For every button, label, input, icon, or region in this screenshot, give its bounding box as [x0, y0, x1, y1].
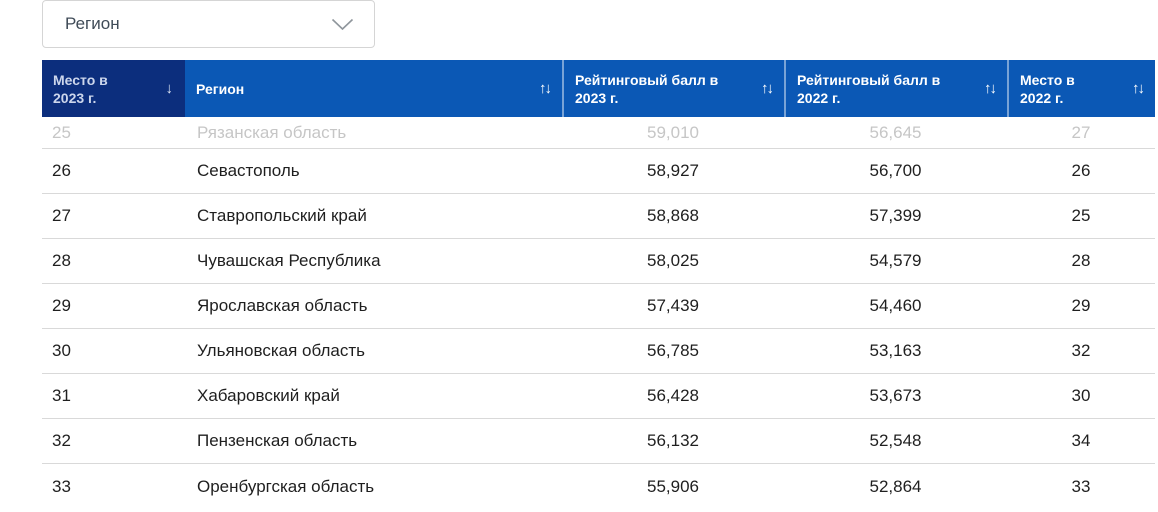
column-header-0[interactable]: Место в 2023 г. ↓ — [42, 60, 185, 117]
cell-place-2022: 25 — [1071, 206, 1091, 225]
cell-region: Хабаровский край — [197, 386, 340, 405]
cell-score-2022: 56,700 — [869, 161, 922, 180]
arrow-up-down-icon: ↑↓ — [984, 79, 997, 97]
table-row: 28 Чувашская Республика 58,025 54,579 28 — [42, 239, 1155, 284]
cell-place-2022: 27 — [1071, 122, 1091, 142]
column-header-label: Место в 2023 г. — [53, 71, 108, 106]
cell-region: Оренбургская область — [197, 476, 375, 496]
chevron-down-icon — [331, 18, 354, 31]
table-row: 32 Пензенская область 56,132 52,548 34 — [42, 419, 1155, 464]
column-header-1[interactable]: Регион ↑↓ — [185, 60, 562, 117]
cell-score-2023: 59,010 — [647, 122, 699, 142]
cell-score-2023: 56,132 — [647, 431, 699, 450]
cell-place-2022: 28 — [1071, 251, 1091, 270]
table-row: 25 Рязанская область 59,010 56,645 27 — [42, 117, 1155, 149]
arrow-up-down-icon: ↑↓ — [539, 79, 552, 97]
table-row: 26 Севастополь 58,927 56,700 26 — [42, 149, 1155, 194]
column-header-label: Рейтинговый балл в 2023 г. — [575, 71, 719, 106]
cell-score-2023: 55,906 — [647, 476, 699, 496]
cell-place-2023: 33 — [52, 476, 71, 496]
cell-region: Ярославская область — [197, 296, 368, 315]
cell-place-2023: 26 — [52, 161, 71, 180]
cell-place-2022: 30 — [1071, 386, 1091, 405]
cell-score-2022: 52,548 — [869, 431, 922, 450]
cell-place-2023: 25 — [52, 122, 71, 142]
cell-score-2023: 58,025 — [647, 251, 699, 270]
rating-table: Место в 2023 г. ↓ Регион ↑↓ Рейтинговый … — [42, 60, 1155, 509]
cell-place-2023: 27 — [52, 206, 71, 225]
region-filter-value: Регион — [65, 14, 120, 33]
cell-score-2023: 57,439 — [647, 296, 699, 315]
table-row: 33 Оренбургская область 55,906 52,864 33 — [42, 464, 1155, 509]
cell-place-2023: 31 — [52, 386, 71, 405]
table-row: 30 Ульяновская область 56,785 53,163 32 — [42, 329, 1155, 374]
cell-place-2023: 28 — [52, 251, 71, 270]
cell-score-2022: 53,673 — [869, 386, 922, 405]
table-row: 29 Ярославская область 57,439 54,460 29 — [42, 284, 1155, 329]
region-filter-dropdown[interactable]: Регион — [42, 0, 375, 48]
cell-score-2023: 58,868 — [647, 206, 699, 225]
cell-place-2023: 32 — [52, 431, 71, 450]
column-header-4[interactable]: Место в 2022 г. ↑↓ — [1007, 60, 1155, 117]
cell-score-2022: 53,163 — [869, 341, 922, 360]
cell-region: Пензенская область — [197, 431, 358, 450]
column-header-label: Рейтинговый балл в 2022 г. — [797, 71, 941, 106]
cell-place-2022: 34 — [1071, 431, 1091, 450]
cell-score-2023: 58,927 — [647, 161, 699, 180]
column-header-2[interactable]: Рейтинговый балл в 2023 г. ↑↓ — [562, 60, 784, 117]
column-header-3[interactable]: Рейтинговый балл в 2022 г. ↑↓ — [784, 60, 1007, 117]
cell-region: Чувашская Республика — [197, 251, 381, 270]
table-row: 27 Ставропольский край 58,868 57,399 25 — [42, 194, 1155, 239]
cell-score-2022: 52,864 — [869, 476, 922, 496]
cell-place-2022: 33 — [1071, 476, 1091, 496]
cell-place-2022: 29 — [1071, 296, 1091, 315]
cell-place-2022: 32 — [1071, 341, 1091, 360]
cell-region: Севастополь — [197, 161, 300, 180]
table-header-row: Место в 2023 г. ↓ Регион ↑↓ Рейтинговый … — [42, 60, 1155, 117]
cell-region: Ставропольский край — [197, 206, 367, 225]
cell-place-2022: 26 — [1071, 161, 1091, 180]
cell-score-2022: 57,399 — [869, 206, 922, 225]
cell-score-2023: 56,428 — [647, 386, 699, 405]
table-row: 31 Хабаровский край 56,428 53,673 30 — [42, 374, 1155, 419]
arrow-up-down-icon: ↑↓ — [761, 79, 774, 97]
column-header-label: Регион — [196, 80, 245, 97]
table-body: 25 Рязанская область 59,010 56,645 27 26… — [42, 117, 1155, 509]
column-header-label: Место в 2022 г. — [1020, 71, 1075, 106]
cell-place-2023: 29 — [52, 296, 71, 315]
cell-score-2023: 56,785 — [647, 341, 699, 360]
cell-score-2022: 54,579 — [869, 251, 922, 270]
arrow-up-down-icon: ↑↓ — [1132, 79, 1145, 97]
cell-place-2023: 30 — [52, 341, 71, 360]
cell-score-2022: 56,645 — [869, 122, 922, 142]
cell-score-2022: 54,460 — [869, 296, 922, 315]
cell-region: Ульяновская область — [197, 341, 365, 360]
cell-region: Рязанская область — [197, 122, 347, 142]
arrow-down-icon: ↓ — [165, 79, 174, 97]
